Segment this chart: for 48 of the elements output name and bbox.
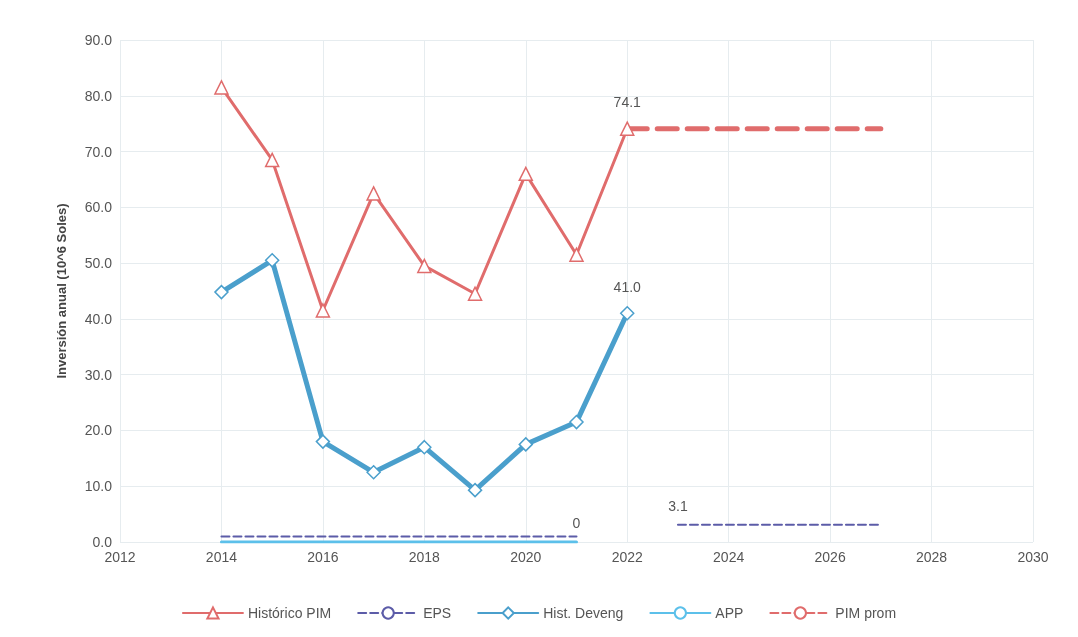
y-axis-title: Inversión anual (10^6 Soles) [54, 203, 69, 379]
point [366, 465, 381, 480]
legend-label: EPS [423, 605, 452, 621]
x-tick-label: 2026 [814, 549, 846, 565]
legend-label: Histórico PIM [247, 605, 332, 621]
data-label: 41.0 [613, 279, 642, 296]
y-tick-label: 30.0 [84, 366, 113, 383]
point [569, 247, 584, 262]
y-tick-label: 50.0 [84, 255, 113, 272]
y-tick-label: 40.0 [84, 310, 113, 327]
x-tick-label: 2020 [510, 549, 542, 565]
legend-label: APP [715, 605, 744, 621]
y-tick-label: 90.0 [84, 32, 113, 48]
point [366, 186, 381, 201]
x-tick-label: 2024 [713, 549, 745, 565]
point [467, 482, 483, 498]
y-tick-label: 20.0 [84, 422, 113, 439]
point [417, 439, 432, 455]
point [214, 284, 229, 300]
data-label: 0 [572, 515, 581, 531]
point [518, 166, 534, 182]
x-tick-label: 2018 [408, 549, 441, 565]
y-tick-label: 60.0 [84, 199, 113, 216]
x-tick-label: 2012 [104, 549, 136, 565]
point [264, 152, 280, 168]
x-tick-label: 2030 [1017, 549, 1049, 565]
point [518, 437, 534, 452]
x-tick-label: 2028 [915, 549, 948, 565]
point [315, 303, 331, 318]
y-tick-label: 70.0 [84, 143, 113, 160]
data-label: 74.1 [613, 94, 642, 111]
y-tick-label: 10.0 [84, 478, 113, 495]
legend-label: PIM prom [835, 605, 897, 621]
point [619, 306, 635, 321]
x-tick-label: 2022 [611, 549, 643, 565]
data-label: 3.1 [668, 497, 688, 514]
point [569, 414, 584, 430]
x-tick-label: 2016 [307, 549, 339, 565]
point [619, 121, 635, 136]
point [417, 258, 432, 274]
y-tick-label: 0.0 [92, 534, 113, 550]
x-tick-label: 2014 [205, 549, 238, 565]
point [264, 253, 280, 268]
legend-label: Hist. Deveng [543, 605, 624, 621]
point [467, 286, 483, 302]
y-tick-label: 80.0 [84, 87, 113, 104]
point [214, 80, 229, 95]
point [315, 434, 331, 449]
